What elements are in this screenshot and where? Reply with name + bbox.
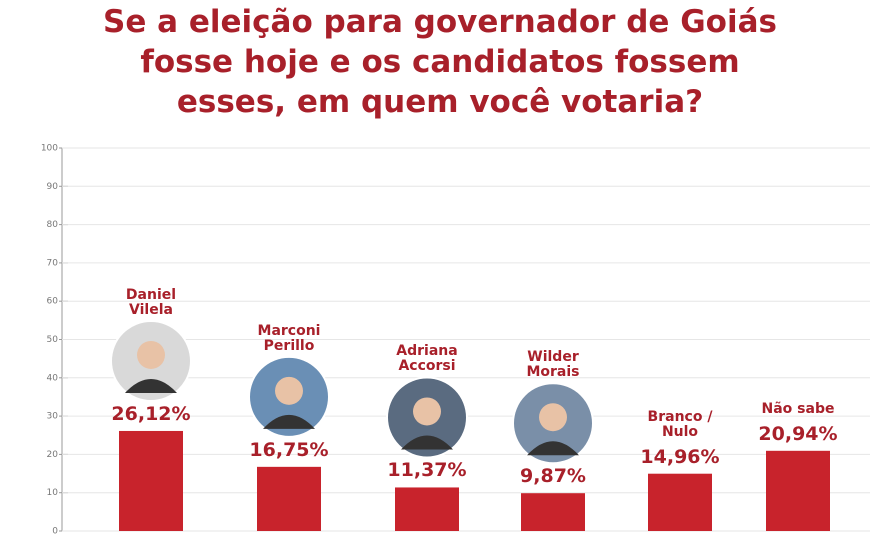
y-tick-label: 70 <box>47 258 59 268</box>
bar <box>766 450 830 531</box>
value-label: 16,75% <box>249 438 329 461</box>
photo-body <box>401 435 453 450</box>
y-tick-label: 10 <box>47 488 59 498</box>
y-tick-label: 100 <box>41 144 58 154</box>
bar <box>395 487 459 531</box>
bar <box>648 473 712 531</box>
bar <box>257 466 321 531</box>
value-label: 14,96% <box>640 445 720 468</box>
value-label: 11,37% <box>387 459 467 482</box>
category-name: Branco / Nulo <box>647 408 713 440</box>
value-label: 26,12% <box>111 402 191 425</box>
candidate-name: Adriana Accorsi <box>396 343 458 375</box>
photo-body <box>527 441 579 456</box>
y-tick-label: 50 <box>47 335 59 345</box>
bar <box>521 493 585 531</box>
candidate-name: Marconi Perillo <box>257 322 321 354</box>
y-tick-label: 90 <box>47 182 59 192</box>
photo-body <box>125 378 177 393</box>
y-tick-label: 80 <box>47 220 59 230</box>
chart-title: Se a eleição para governador de Goiás fo… <box>103 4 777 120</box>
candidate-name: Wilder Morais <box>526 349 580 381</box>
photo-body <box>263 414 315 429</box>
y-tick-label: 30 <box>47 412 59 422</box>
photo-face <box>137 340 165 369</box>
y-tick-label: 60 <box>47 297 59 307</box>
photo-face <box>413 397 441 426</box>
photo-face <box>275 376 303 405</box>
y-tick-label: 0 <box>52 527 58 537</box>
value-label: 20,94% <box>758 422 838 445</box>
category-name: Não sabe <box>761 400 835 417</box>
y-tick-label: 20 <box>47 450 59 460</box>
photo-face <box>539 403 567 432</box>
candidate-name: Daniel Vilela <box>125 286 177 318</box>
bar <box>119 430 183 531</box>
value-label: 9,87% <box>520 465 586 488</box>
y-tick-label: 40 <box>47 373 59 383</box>
